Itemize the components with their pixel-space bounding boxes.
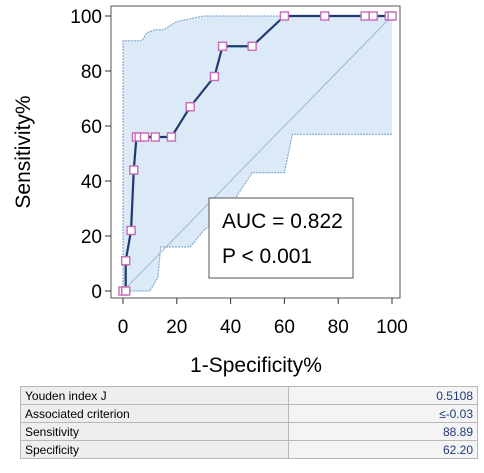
x-tick-label: 0	[118, 317, 129, 338]
stats-value: ≤-0.03	[288, 404, 478, 423]
stats-table: Youden index J 0.5108 Associated criterion…	[20, 386, 478, 459]
roc-point	[387, 11, 397, 21]
stats-label: Youden index J	[20, 386, 289, 405]
stats-table-body: Youden index J 0.5108 Associated criterion…	[20, 386, 478, 459]
x-tick-label: 60	[274, 317, 295, 338]
annotation-box: AUC = 0.822 P < 0.001	[208, 197, 354, 279]
reference-diagonal	[122, 15, 393, 292]
roc-curve	[118, 11, 397, 296]
y-tick-label: 0	[91, 282, 102, 303]
annotation-frame	[208, 197, 354, 279]
roc-point	[126, 225, 136, 236]
y-tick-label: 100	[70, 7, 102, 28]
y-tick-label: 60	[81, 117, 102, 138]
x-tick-label: 80	[328, 317, 349, 338]
roc-point	[150, 132, 160, 142]
x-tick-label: 20	[166, 317, 187, 338]
y-axis-title: Sensitivity%	[12, 95, 35, 208]
roc-point	[247, 41, 257, 51]
stats-row: Sensitivity 88.89	[20, 422, 478, 441]
roc-point	[217, 41, 228, 51]
stats-label: Specificity	[20, 440, 289, 459]
roc-point	[166, 132, 177, 142]
roc-point	[139, 132, 150, 142]
y-tick-label: 80	[81, 62, 102, 83]
roc-point	[120, 256, 131, 266]
stats-label: Associated criterion	[20, 404, 289, 423]
stats-row: Youden index J 0.5108	[20, 386, 478, 405]
stats-label: Sensitivity	[20, 422, 289, 441]
y-tick-label: 40	[81, 172, 102, 193]
x-tick-label: 100	[376, 317, 408, 338]
roc-point	[320, 11, 330, 21]
roc-point	[209, 71, 220, 82]
y-tick-label: 20	[81, 227, 102, 248]
roc-line	[123, 14, 392, 293]
stats-value: 62.20	[288, 440, 478, 459]
x-tick-label: 40	[220, 317, 241, 338]
stats-row: Associated criterion ≤-0.03	[20, 404, 478, 423]
band-lower-edge	[123, 133, 392, 292]
stats-row: Specificity 62.20	[20, 440, 478, 459]
stats-value: 0.5108	[288, 386, 478, 405]
auc-label: AUC = 0.822	[222, 210, 343, 233]
roc-point	[279, 11, 290, 21]
roc-point	[185, 102, 195, 112]
axes: 0 20 40 60 80 100 0 20 40 60 80 100	[70, 7, 408, 338]
stats-value: 88.89	[288, 422, 478, 441]
roc-chart: 0 20 40 60 80 100 0 20 40 60 80 100 AUC = 0.822 P <…	[12, 5, 408, 377]
roc-point	[368, 11, 378, 21]
roc-point	[360, 11, 370, 21]
p-value-label: P < 0.001	[222, 245, 312, 268]
band-upper-edge	[122, 15, 392, 291]
x-axis-title: 1-Specificity%	[190, 354, 322, 377]
roc-point	[129, 165, 139, 175]
roc-point	[120, 286, 131, 296]
